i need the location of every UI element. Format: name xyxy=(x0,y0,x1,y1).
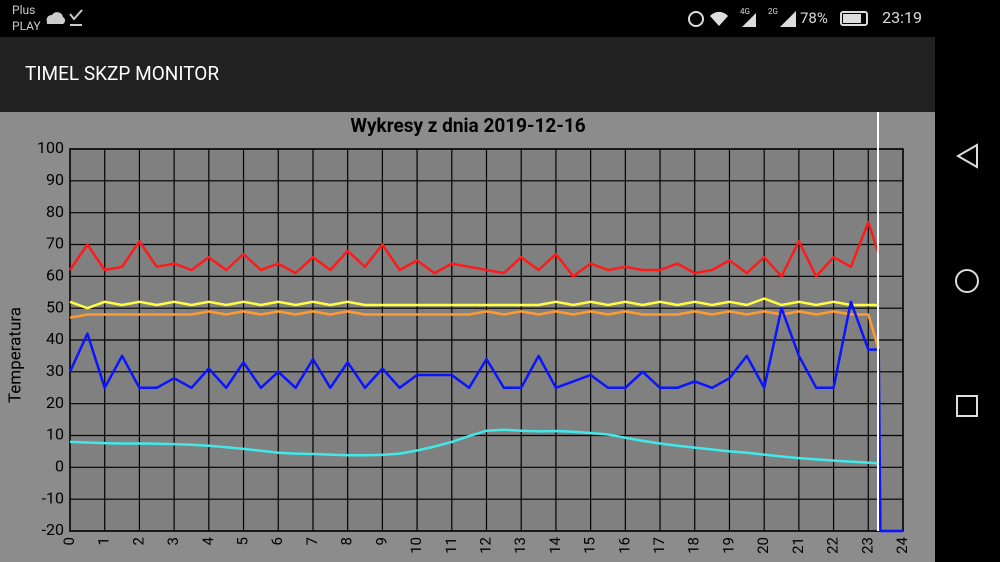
carrier: Plus xyxy=(12,3,35,17)
y-axis-label: Temperatura xyxy=(5,307,25,403)
series-line xyxy=(69,297,879,310)
x-tick-label: 19 xyxy=(719,537,737,554)
download-icon xyxy=(69,9,83,26)
x-tick-label: 0 xyxy=(60,537,78,545)
y-tick-label: 20 xyxy=(46,393,64,412)
y-tick-label: 30 xyxy=(46,361,64,380)
y-tick-label: -10 xyxy=(42,488,64,507)
back-button[interactable] xyxy=(956,143,978,169)
x-tick-label: 7 xyxy=(303,537,321,545)
network-type: 2G xyxy=(768,7,778,16)
x-tick-label: 18 xyxy=(685,537,703,554)
alarm-icon xyxy=(688,11,704,27)
signal-icon xyxy=(742,13,756,27)
x-tick-label: 20 xyxy=(754,537,772,554)
x-tick-label: 1 xyxy=(95,537,113,545)
series-lines xyxy=(68,220,903,533)
x-tick-label: 10 xyxy=(407,537,425,554)
signal-icon xyxy=(780,11,796,27)
y-tick-label: 10 xyxy=(46,425,64,444)
series-line xyxy=(68,300,903,533)
battery-level xyxy=(843,14,861,23)
clock: 23:19 xyxy=(882,8,922,27)
y-tick-label: 40 xyxy=(46,329,64,348)
app-bar xyxy=(0,37,935,112)
home-button[interactable] xyxy=(955,269,979,293)
x-tick-label: 5 xyxy=(234,537,252,545)
series-line xyxy=(68,220,880,278)
carrier: PLAY xyxy=(12,19,41,33)
battery-icon xyxy=(840,11,868,26)
x-tick-label: 22 xyxy=(824,537,842,554)
x-tick-label: 14 xyxy=(546,536,564,553)
y-tick-label: 80 xyxy=(46,202,64,221)
y-tick-label: 60 xyxy=(46,266,64,285)
status-bar xyxy=(0,0,1000,37)
chart-title: Wykresy z dnia 2019-12-16 xyxy=(350,114,585,137)
x-tick-label: 16 xyxy=(615,537,633,554)
x-tick-label: 9 xyxy=(372,537,390,545)
x-tick-label: 13 xyxy=(511,537,529,554)
y-tick-label: 50 xyxy=(46,297,64,316)
x-tick-label: 15 xyxy=(581,537,599,554)
x-tick-label: 12 xyxy=(476,537,494,554)
y-tick-label: 90 xyxy=(46,170,64,189)
recents-button[interactable] xyxy=(956,395,978,417)
series-line xyxy=(69,310,880,350)
y-tick-label: 100 xyxy=(37,138,64,157)
x-tick-label: 4 xyxy=(199,536,217,545)
x-tick-label: 11 xyxy=(442,537,460,554)
x-tick-label: 6 xyxy=(268,537,286,545)
x-tick-label: 21 xyxy=(789,537,807,554)
x-tick-label: 17 xyxy=(650,537,668,554)
x-tick-label: 8 xyxy=(338,537,356,545)
y-tick-label: -20 xyxy=(42,520,64,539)
y-tick-label: 70 xyxy=(46,234,64,253)
x-tick-label: 2 xyxy=(129,537,147,545)
battery-percent: 78% xyxy=(800,9,828,27)
app-title: TIMEL SKZP MONITOR xyxy=(25,62,219,85)
network-type: 4G xyxy=(740,7,750,16)
wifi-icon xyxy=(710,11,728,26)
y-tick-label: 0 xyxy=(55,457,64,476)
nav-bar xyxy=(935,37,1000,562)
x-tick-label: 3 xyxy=(164,537,182,545)
series-line xyxy=(69,428,882,532)
grid xyxy=(69,148,904,532)
x-tick-label: 23 xyxy=(858,537,876,554)
x-tick-label: 24 xyxy=(893,536,911,553)
cloud-icon xyxy=(46,12,66,24)
